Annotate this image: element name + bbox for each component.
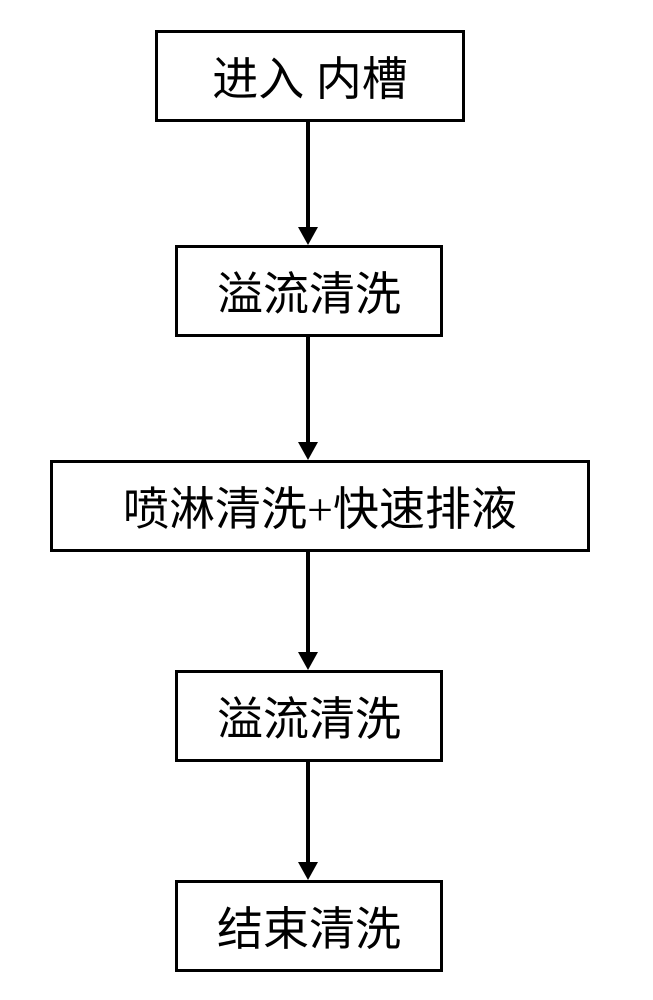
flowchart-arrow-head <box>298 227 318 245</box>
flowchart-arrow-head <box>298 862 318 880</box>
flowchart-node: 结束清洗 <box>175 880 443 972</box>
flowchart-node-label: 溢流清洗 <box>217 683 401 749</box>
flowchart-node: 进入 内槽 <box>155 30 465 122</box>
flowchart-node-label: 溢流清洗 <box>217 258 401 324</box>
flowchart-arrow-line <box>306 762 310 862</box>
flowchart-node-label: 进入 内槽 <box>212 43 408 109</box>
flowchart-arrow-head <box>298 652 318 670</box>
flowchart-arrow-line <box>306 337 310 442</box>
flowchart-node: 喷淋清洗+快速排液 <box>50 460 590 552</box>
flowchart-node: 溢流清洗 <box>175 245 443 337</box>
flowchart-node: 溢流清洗 <box>175 670 443 762</box>
flowchart-node-label: 结束清洗 <box>217 893 401 959</box>
flowchart-node-label: 喷淋清洗+快速排液 <box>123 473 517 539</box>
flowchart-arrow-line <box>306 552 310 652</box>
flowchart-arrow-head <box>298 442 318 460</box>
flowchart-arrow-line <box>306 122 310 227</box>
